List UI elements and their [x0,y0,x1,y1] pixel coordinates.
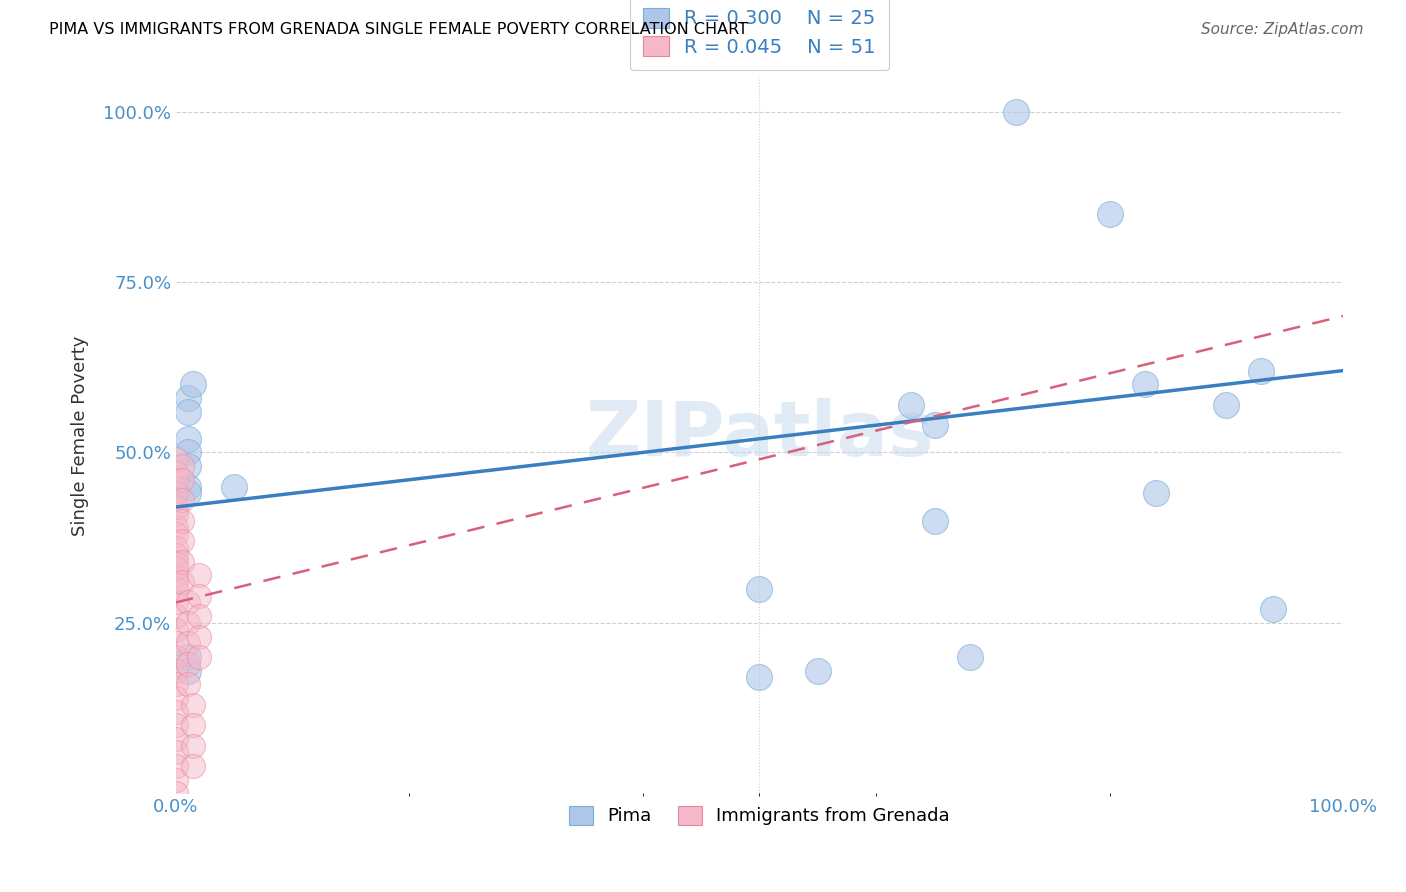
Point [959,650,981,665]
Point [176,404,198,418]
Point [165,452,187,467]
Point [165,759,187,773]
Point [1133,377,1156,392]
Point [165,541,187,555]
Point [170,555,193,569]
Point [176,595,198,609]
Point [165,574,187,589]
Point [188,568,211,582]
Point [170,514,193,528]
Point [165,500,187,514]
Y-axis label: Single Female Poverty: Single Female Poverty [72,335,89,535]
Point [165,520,187,534]
Point [183,698,205,712]
Point [224,479,246,493]
Point [165,595,187,609]
Point [165,548,187,562]
Point [165,466,187,480]
Text: PIMA VS IMMIGRANTS FROM GRENADA SINGLE FEMALE POVERTY CORRELATION CHART: PIMA VS IMMIGRANTS FROM GRENADA SINGLE F… [49,22,748,37]
Point [165,746,187,760]
Point [176,432,198,446]
Point [170,534,193,549]
Point [1005,104,1028,119]
Point [176,459,198,474]
Point [165,731,187,746]
Point [170,493,193,508]
Point [165,527,187,541]
Point [170,574,193,589]
Point [165,705,187,719]
Point [165,786,187,800]
Point [807,664,830,678]
Point [165,473,187,487]
Point [165,623,187,637]
Point [1144,486,1167,500]
Point [165,582,187,596]
Point [188,630,211,644]
Point [165,664,187,678]
Point [176,650,198,665]
Point [165,486,187,500]
Point [1261,602,1284,616]
Point [165,568,187,582]
Point [170,473,193,487]
Point [165,507,187,521]
Point [165,690,187,705]
Point [188,650,211,665]
Point [165,609,187,624]
Point [176,479,198,493]
Point [924,418,946,433]
Point [176,615,198,630]
Point [165,772,187,787]
Point [176,657,198,671]
Point [176,636,198,650]
Point [176,677,198,691]
Point [924,514,946,528]
Point [1250,363,1272,377]
Legend: Pima, Immigrants from Grenada: Pima, Immigrants from Grenada [560,797,959,834]
Point [170,459,193,474]
Point [176,664,198,678]
Point [183,739,205,753]
Point [165,561,187,575]
Point [176,486,198,500]
Point [165,677,187,691]
Point [900,398,922,412]
Point [176,445,198,459]
Point [748,670,770,684]
Point [165,650,187,665]
Point [188,609,211,624]
Point [748,582,770,596]
Point [165,555,187,569]
Point [1215,398,1237,412]
Point [1098,207,1121,221]
Point [183,718,205,732]
Point [176,391,198,405]
Point [188,589,211,603]
Text: Source: ZipAtlas.com: Source: ZipAtlas.com [1201,22,1364,37]
Point [183,377,205,392]
Text: ZIPatlas: ZIPatlas [585,399,934,473]
Point [165,636,187,650]
Point [183,759,205,773]
Point [165,718,187,732]
